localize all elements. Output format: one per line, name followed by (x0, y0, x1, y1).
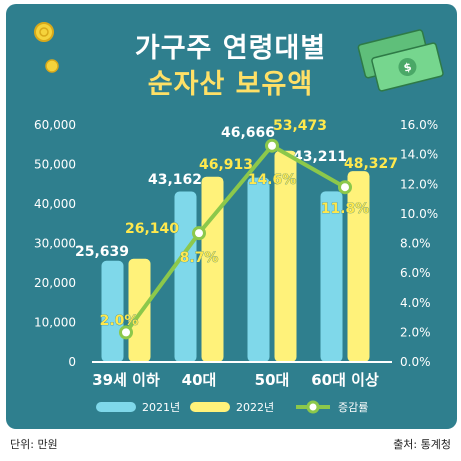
coin-icon (34, 22, 59, 73)
bar-2022 (128, 258, 151, 362)
bar-value-label: 46,913 (199, 157, 253, 173)
chart-title-line2: 순자산 보유액 (147, 69, 314, 100)
bar-series: 25,639 43,162 46,666 43,211 26,140 46,913 53,4… (75, 118, 398, 362)
right-y-tick-label: 6.0% (400, 266, 431, 280)
bar-value-label: 53,473 (273, 118, 327, 134)
right-y-tick-label: 8.0% (400, 237, 431, 251)
right-y-tick-label: 10.0% (400, 207, 438, 221)
left-y-tick-label: 50,000 (34, 158, 76, 172)
right-y-tick-label: 16.0% (400, 118, 438, 132)
left-y-tick-label: 40,000 (34, 197, 76, 211)
x-tick-label: 39세 이하 (92, 371, 160, 389)
right-y-tick-label: 4.0% (400, 296, 431, 310)
growth-value-label: 2.0% (100, 313, 139, 329)
left-y-tick-label: 20,000 (34, 276, 76, 290)
chart-title-line1: 가구주 연령대별 (134, 33, 327, 64)
legend-label-2022: 2022년 (236, 401, 274, 414)
left-y-axis: 0 10,000 20,000 30,000 40,000 50,000 60,000 (34, 118, 76, 369)
right-y-tick-label: 14.0% (400, 148, 438, 162)
legend-swatch-2021 (96, 402, 136, 412)
growth-line (124, 143, 346, 334)
growth-point (265, 138, 279, 153)
right-y-axis: 0.0% 2.0% 4.0% 6.0% 8.0% 10.0% 12.0% 14.0% 16.0% (400, 118, 438, 369)
bar-value-label: 26,140 (125, 221, 179, 237)
source-note: 출처: 통계청 (393, 438, 451, 451)
bar-value-label: 46,666 (221, 125, 275, 141)
growth-line-series: 2.0% 8.7% 14.6% 11.8% (99, 138, 370, 340)
legend: 2021년 2022년 증감률 (96, 400, 368, 414)
legend-swatch-2022 (190, 402, 230, 412)
bar-value-label: 43,211 (293, 149, 347, 165)
growth-value-label: 14.6% (248, 172, 297, 188)
x-tick-label: 60대 이상 (311, 371, 379, 389)
left-y-tick-label: 0 (68, 355, 76, 369)
bar-2022 (347, 171, 370, 362)
bar-2022 (274, 150, 297, 362)
bar-value-label: 43,162 (148, 172, 202, 188)
growth-value-label: 11.8% (321, 201, 370, 217)
right-y-tick-label: 2.0% (400, 325, 431, 339)
growth-point (192, 226, 206, 241)
legend-label-2021: 2021년 (142, 401, 180, 414)
bar-value-label: 48,327 (344, 156, 398, 172)
unit-note: 단위: 만원 (10, 438, 58, 451)
left-y-tick-label: 30,000 (34, 237, 76, 251)
growth-point (119, 325, 133, 340)
bar-value-label: 25,639 (75, 244, 129, 260)
money-bill-icon: $ (357, 29, 444, 92)
svg-text:$: $ (402, 60, 413, 74)
legend-label-growth: 증감률 (338, 401, 368, 414)
left-y-tick-label: 10,000 (34, 316, 76, 330)
legend-swatch-point (306, 400, 320, 414)
right-y-tick-label: 0.0% (400, 355, 431, 369)
left-y-tick-label: 60,000 (34, 118, 76, 132)
bar-2021 (247, 177, 270, 362)
bar-2021 (101, 260, 124, 362)
bar-2021 (174, 191, 197, 362)
x-tick-label: 40대 (182, 371, 217, 389)
bar-2021 (320, 191, 343, 362)
right-y-tick-label: 12.0% (400, 177, 438, 191)
x-tick-label: 50대 (255, 371, 290, 389)
growth-value-label: 8.7% (180, 250, 219, 266)
x-axis: 39세 이하 40대 50대 60대 이상 (92, 361, 392, 389)
bar-2022 (201, 176, 224, 362)
growth-point (338, 180, 352, 195)
